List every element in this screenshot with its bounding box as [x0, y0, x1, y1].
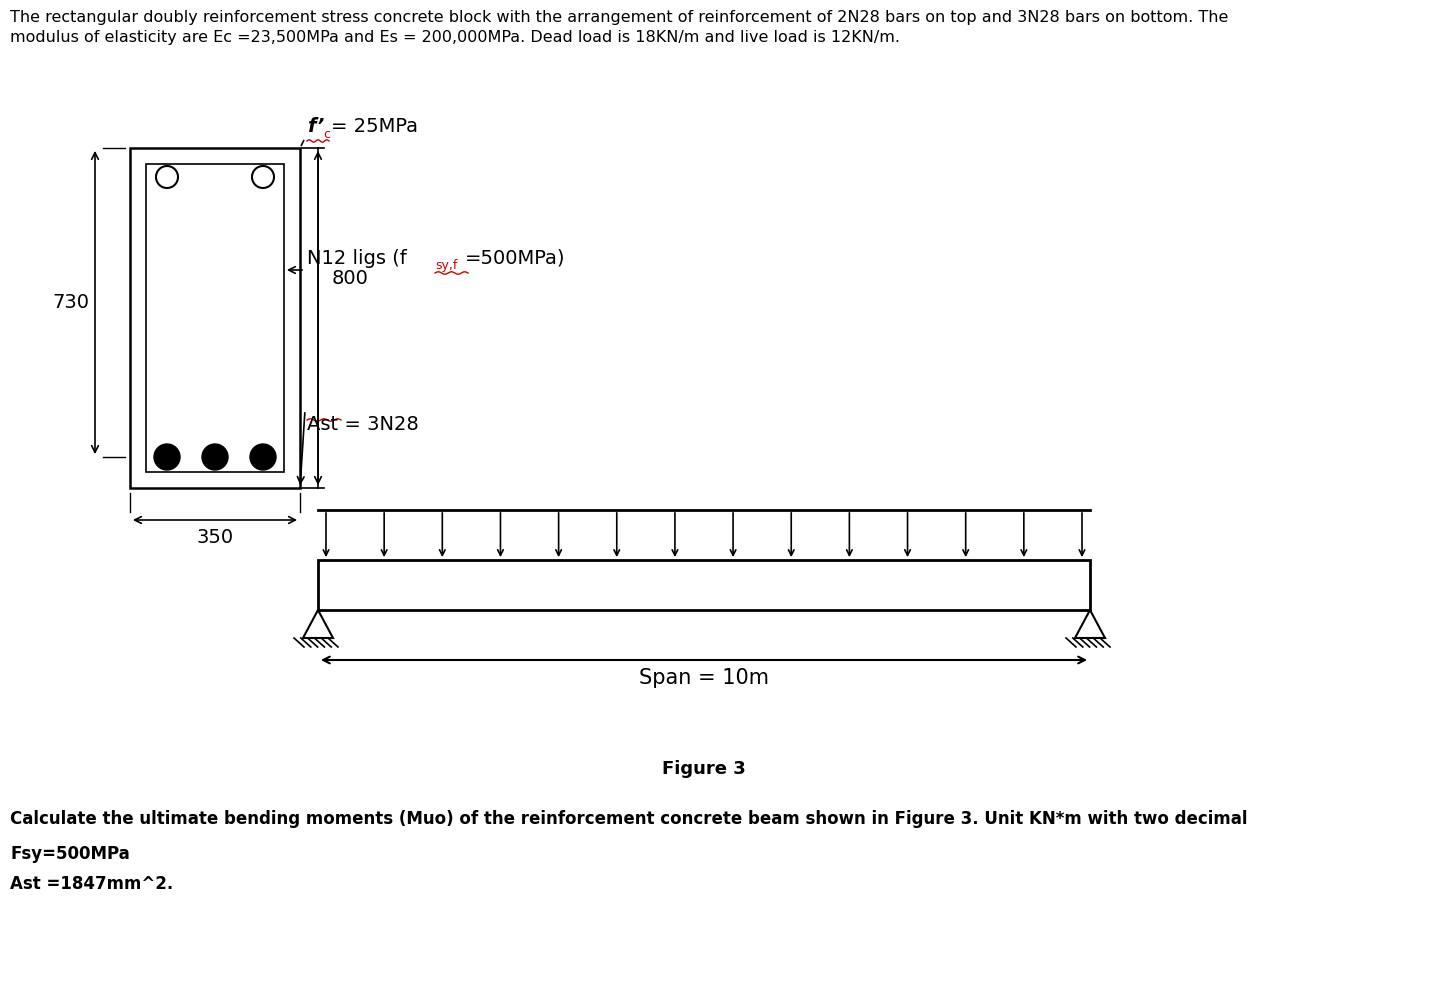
Bar [147, 164, 285, 472]
Text: =500MPa): =500MPa) [465, 249, 565, 268]
Circle shape [154, 444, 180, 470]
Circle shape [155, 166, 179, 188]
Text: Figure 3: Figure 3 [662, 760, 746, 778]
Text: 730: 730 [52, 293, 89, 312]
Circle shape [253, 166, 274, 188]
Text: Calculate the ultimate bending moments (Muo) of the reinforcement concrete beam : Calculate the ultimate bending moments (… [10, 810, 1247, 828]
Text: c: c [322, 128, 330, 141]
Circle shape [202, 444, 228, 470]
Text: The rectangular doubly reinforcement stress concrete block with the arrangement : The rectangular doubly reinforcement str… [10, 10, 1228, 25]
Text: = 25MPa: = 25MPa [331, 117, 418, 136]
Text: modulus of elasticity are Ec =23,500MPa and Es = 200,000MPa. Dead load is 18KN/m: modulus of elasticity are Ec =23,500MPa … [10, 30, 900, 45]
Text: Ast = 3N28: Ast = 3N28 [306, 415, 418, 434]
Text: 800: 800 [333, 268, 369, 287]
Circle shape [250, 444, 276, 470]
Text: sy,f: sy,f [436, 259, 457, 272]
Polygon shape [303, 610, 333, 638]
Text: f’: f’ [306, 117, 324, 136]
Text: Span = 10m: Span = 10m [639, 668, 770, 688]
Bar [131, 148, 301, 488]
Text: N12 ligs (f: N12 ligs (f [306, 249, 407, 268]
Bar [318, 560, 1090, 610]
Polygon shape [1074, 610, 1105, 638]
Text: 350: 350 [196, 528, 234, 547]
Text: Fsy=500MPa: Fsy=500MPa [10, 845, 129, 863]
Text: Ast =1847mm^2.: Ast =1847mm^2. [10, 875, 173, 893]
